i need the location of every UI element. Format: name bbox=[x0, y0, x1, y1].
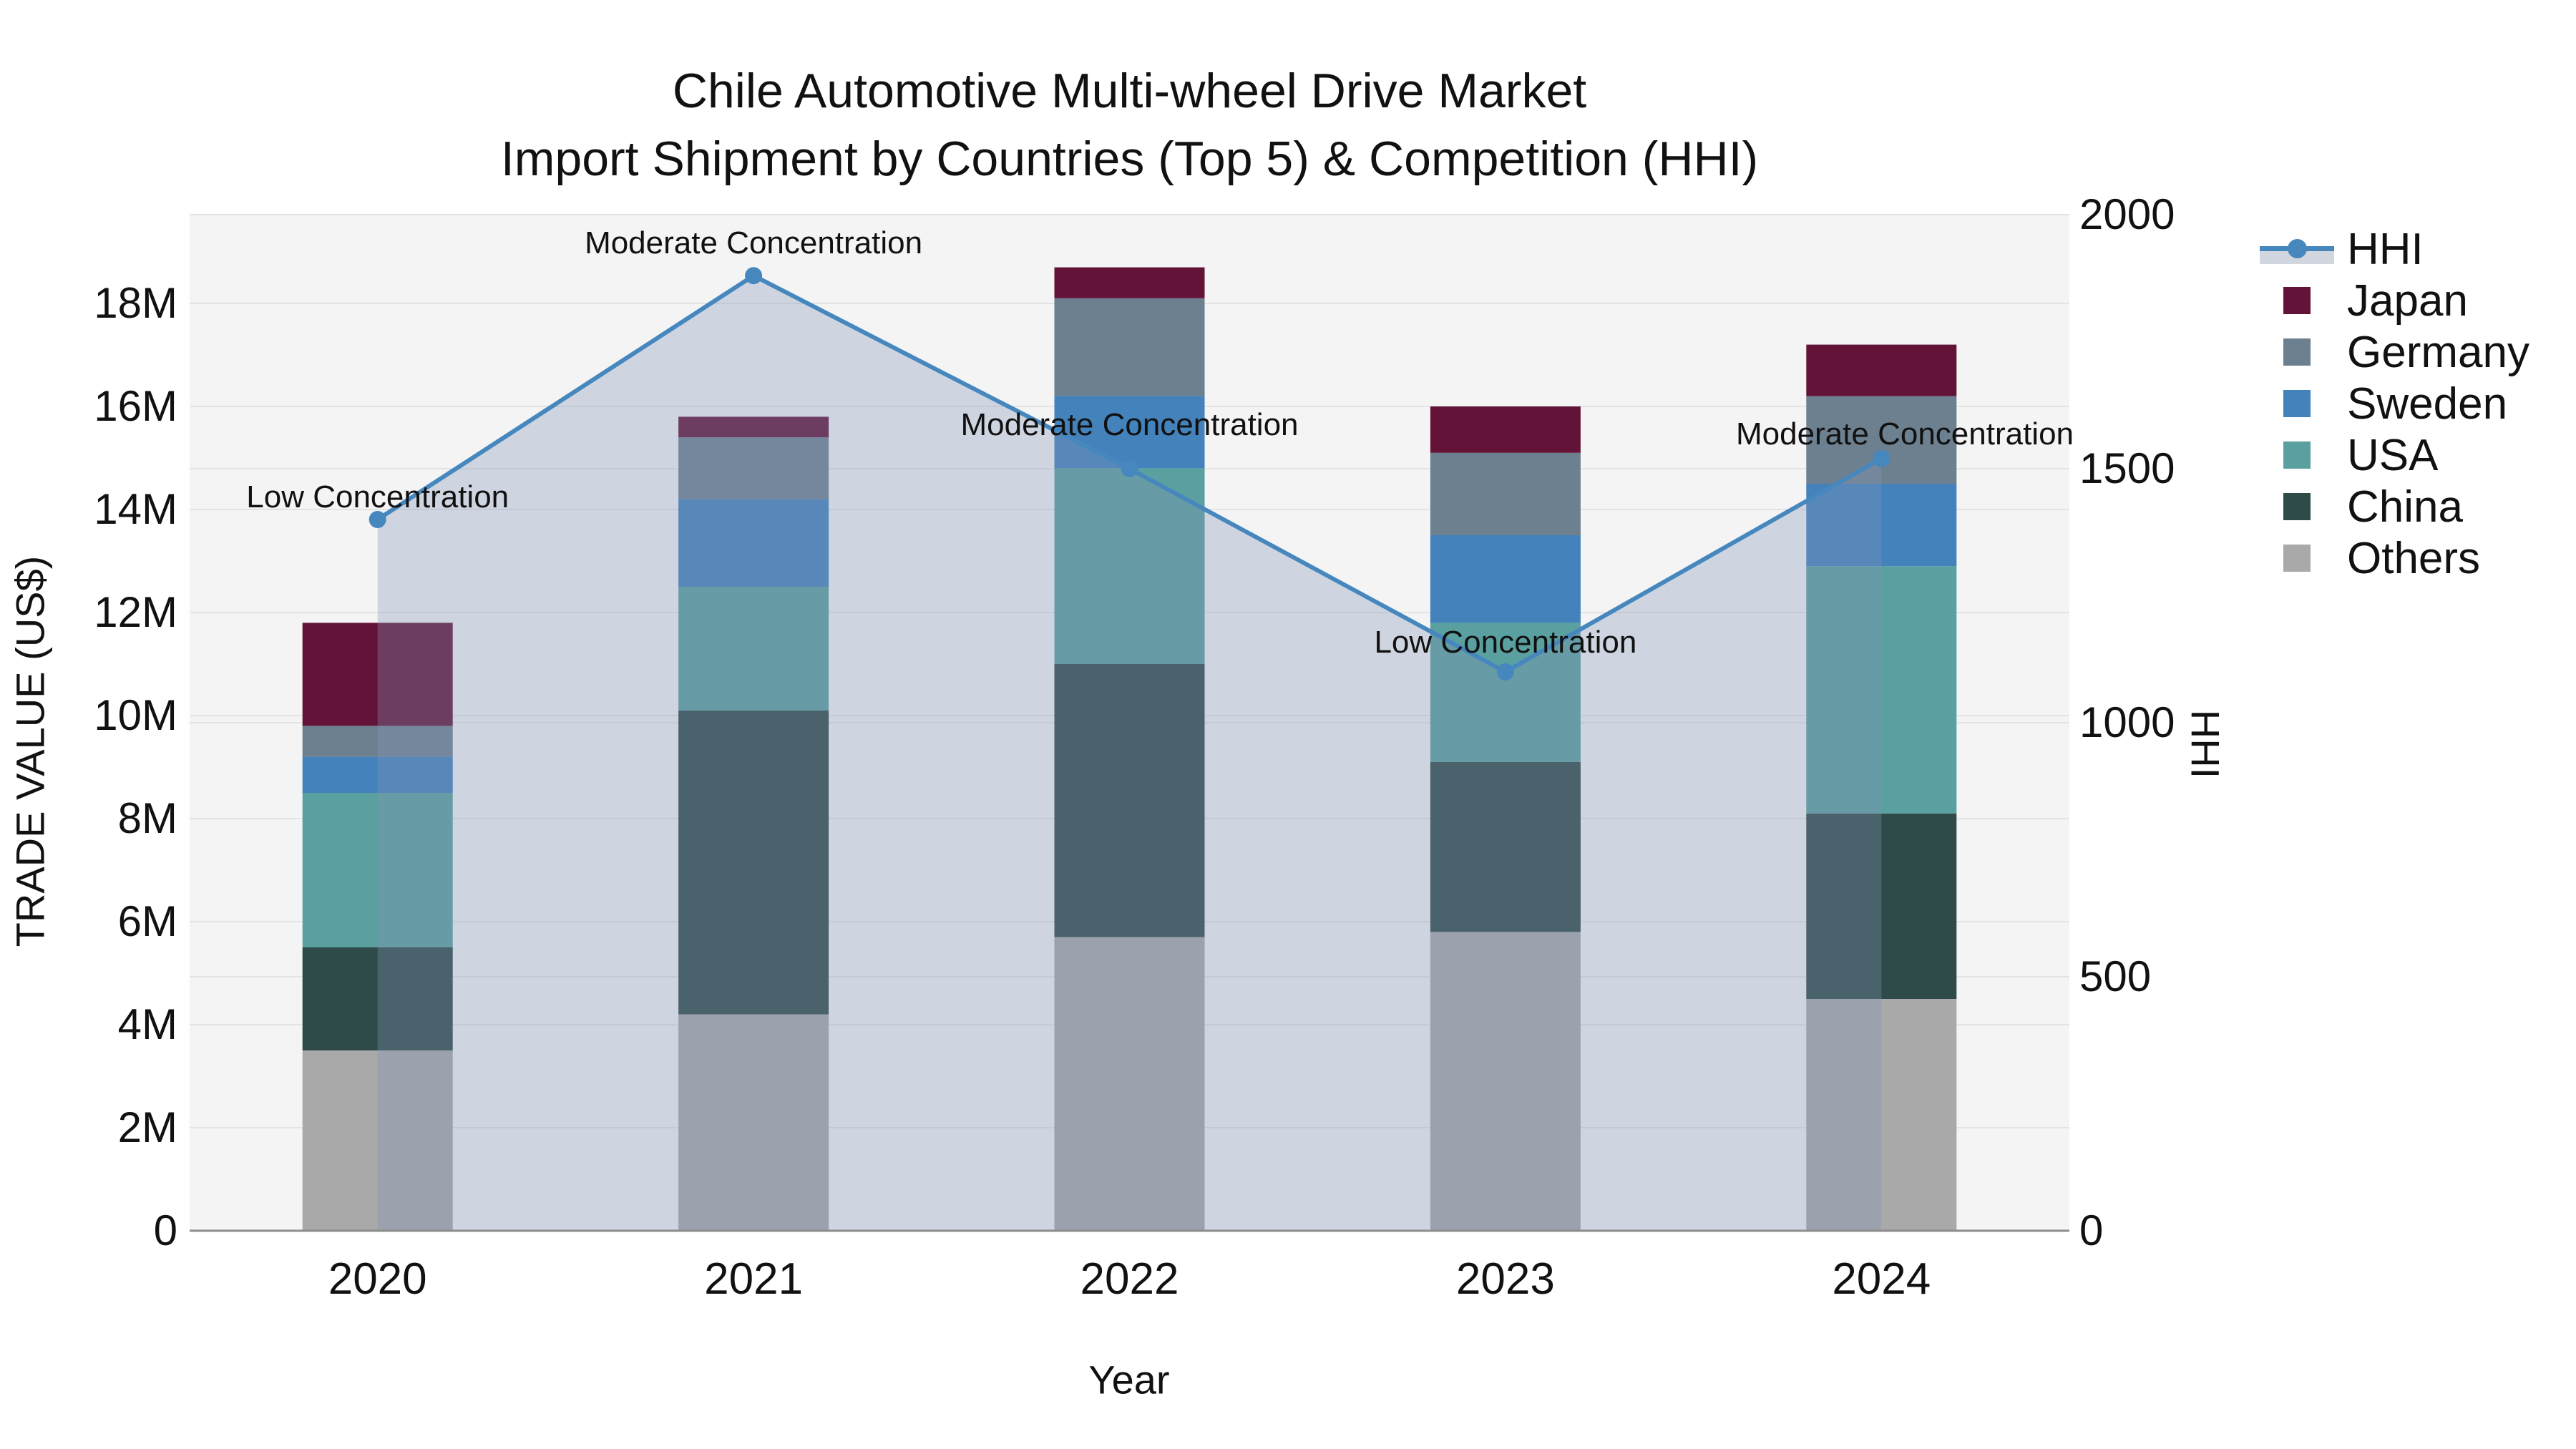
y-left-tick-label: 10M bbox=[94, 691, 177, 739]
x-tick-label-2020: 2020 bbox=[328, 1254, 427, 1304]
legend-swatch-icon bbox=[2260, 532, 2334, 584]
chart-title-line2: Import Shipment by Countries (Top 5) & C… bbox=[500, 132, 1759, 186]
legend-label-china: China bbox=[2347, 482, 2463, 532]
y-left-tick-label: 18M bbox=[94, 279, 177, 327]
legend-hhi-marker-icon bbox=[2288, 239, 2307, 258]
bar-segment-china-2021[interactable] bbox=[678, 710, 829, 1015]
y-left-tick-label: 12M bbox=[94, 588, 177, 636]
legend-swatch-icon bbox=[2260, 429, 2334, 481]
bar-segment-others-2022[interactable] bbox=[1054, 937, 1205, 1231]
bar-segment-usa-2022[interactable] bbox=[1054, 468, 1205, 664]
bar-segment-japan-2024[interactable] bbox=[1806, 344, 1957, 396]
legend-swatch-germany bbox=[2283, 338, 2311, 366]
bar-segment-germany-2021[interactable] bbox=[678, 437, 829, 499]
legend-swatch-sweden bbox=[2283, 390, 2311, 417]
bar-segment-sweden-2023[interactable] bbox=[1430, 535, 1581, 623]
legend-label-others: Others bbox=[2347, 533, 2481, 583]
bar-segment-others-2023[interactable] bbox=[1430, 932, 1581, 1231]
hhi-area-fill bbox=[377, 275, 1882, 1231]
x-tick-label-2022: 2022 bbox=[1080, 1254, 1179, 1304]
bar-segment-china-2023[interactable] bbox=[1430, 761, 1581, 932]
legend-item-sweden[interactable]: Sweden bbox=[2260, 378, 2529, 429]
y-left-tick-label: 4M bbox=[118, 1000, 177, 1048]
y-right-tick-label: 1500 bbox=[2079, 444, 2175, 492]
bar-segment-others-2020[interactable] bbox=[302, 1050, 453, 1231]
legend-swatch-icon bbox=[2260, 481, 2334, 532]
hhi-point-2023[interactable] bbox=[1496, 663, 1514, 680]
legend-hhi-line-sample-icon bbox=[2260, 223, 2334, 275]
annotation-2024: Moderate Concentration bbox=[1736, 416, 2074, 452]
y-left-tick-label: 2M bbox=[118, 1103, 177, 1151]
bar-segment-china-2022[interactable] bbox=[1054, 664, 1205, 937]
y-axis-title-left: TRADE VALUE (US$) bbox=[7, 555, 53, 947]
annotation-2023: Low Concentration bbox=[1374, 625, 1636, 660]
bar-segment-germany-2024[interactable] bbox=[1806, 396, 1957, 484]
bar-segment-usa-2021[interactable] bbox=[678, 587, 829, 711]
legend-item-germany[interactable]: Germany bbox=[2260, 326, 2529, 378]
legend-swatch-icon bbox=[2260, 275, 2334, 326]
x-tick-label-2021: 2021 bbox=[704, 1254, 803, 1304]
chart-title-line1: Chile Automotive Multi-wheel Drive Marke… bbox=[672, 64, 1587, 118]
bar-segment-others-2024[interactable] bbox=[1806, 999, 1957, 1231]
bar-segment-sweden-2024[interactable] bbox=[1806, 484, 1957, 567]
bar-segment-others-2021[interactable] bbox=[678, 1014, 829, 1231]
legend-item-hhi[interactable]: HHI bbox=[2260, 223, 2529, 275]
bar-segment-china-2024[interactable] bbox=[1806, 813, 1957, 999]
y-left-tick-label: 16M bbox=[94, 382, 177, 430]
legend-swatch-icon bbox=[2260, 378, 2334, 429]
legend-swatch-japan bbox=[2283, 287, 2311, 314]
chart-title: Chile Automotive Multi-wheel Drive Marke… bbox=[190, 57, 2069, 193]
legend-swatch-others bbox=[2283, 545, 2311, 572]
legend-swatch-china bbox=[2283, 493, 2311, 520]
bar-segment-sweden-2020[interactable] bbox=[302, 756, 453, 793]
bar-segment-germany-2020[interactable] bbox=[302, 726, 453, 757]
hhi-point-2024[interactable] bbox=[1873, 449, 1890, 467]
bar-segment-japan-2021[interactable] bbox=[678, 416, 829, 438]
annotation-2022: Moderate Concentration bbox=[960, 407, 1298, 442]
y-left-tick-label: 0 bbox=[154, 1206, 177, 1254]
bar-segment-japan-2022[interactable] bbox=[1054, 267, 1205, 298]
y-right-tick-label: 1000 bbox=[2079, 698, 2175, 746]
legend-label-usa: USA bbox=[2347, 430, 2439, 480]
bar-segment-usa-2024[interactable] bbox=[1806, 566, 1957, 814]
x-tick-label-2023: 2023 bbox=[1456, 1254, 1555, 1304]
x-axis-title: Year bbox=[1088, 1357, 1170, 1402]
hhi-point-2021[interactable] bbox=[745, 267, 763, 285]
legend-swatch-usa bbox=[2283, 441, 2311, 469]
legend-label-germany: Germany bbox=[2347, 327, 2529, 377]
legend-label-sweden: Sweden bbox=[2347, 379, 2508, 429]
legend-label-japan: Japan bbox=[2347, 275, 2468, 326]
bar-segment-germany-2022[interactable] bbox=[1054, 298, 1205, 396]
bar-segment-sweden-2022[interactable] bbox=[1054, 396, 1205, 469]
y-right-tick-label: 2000 bbox=[2079, 190, 2175, 238]
y-axis-title-right: HHI bbox=[2182, 709, 2228, 779]
x-tick-label-2024: 2024 bbox=[1832, 1254, 1931, 1304]
hhi-point-2022[interactable] bbox=[1121, 460, 1138, 477]
bar-segment-germany-2023[interactable] bbox=[1430, 452, 1581, 535]
legend-swatch-icon bbox=[2260, 326, 2334, 378]
legend-label-hhi: HHI bbox=[2347, 224, 2424, 274]
y-left-tick-label: 6M bbox=[118, 897, 177, 945]
bar-segment-japan-2023[interactable] bbox=[1430, 406, 1581, 453]
y-left-tick-label: 8M bbox=[118, 794, 177, 842]
y-right-tick-label: 0 bbox=[2079, 1206, 2103, 1254]
legend-item-usa[interactable]: USA bbox=[2260, 429, 2529, 481]
bar-segment-china-2020[interactable] bbox=[302, 947, 453, 1050]
legend-item-japan[interactable]: Japan bbox=[2260, 275, 2529, 326]
legend-item-china[interactable]: China bbox=[2260, 481, 2529, 532]
annotation-2020: Low Concentration bbox=[246, 479, 509, 514]
annotation-2021: Moderate Concentration bbox=[585, 225, 922, 260]
bar-segment-sweden-2021[interactable] bbox=[678, 499, 829, 587]
hhi-point-2020[interactable] bbox=[369, 511, 386, 528]
bar-segment-usa-2020[interactable] bbox=[302, 793, 453, 947]
bar-segment-japan-2020[interactable] bbox=[302, 623, 453, 726]
legend-item-others[interactable]: Others bbox=[2260, 532, 2529, 584]
y-right-tick-label: 500 bbox=[2079, 952, 2151, 1000]
y-left-tick-label: 14M bbox=[94, 485, 177, 533]
legend: HHI Japan Germany Sweden USA China Others bbox=[2260, 223, 2529, 584]
